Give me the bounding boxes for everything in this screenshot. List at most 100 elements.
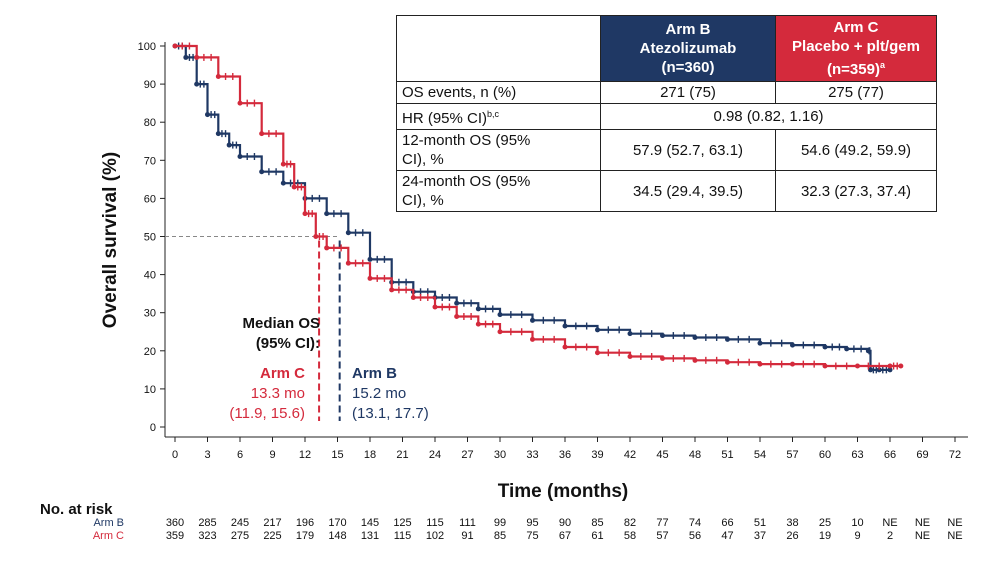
risk-value: 2 [887, 530, 893, 542]
point-arm-b [324, 211, 330, 217]
x-tick-label: 30 [494, 449, 506, 461]
point-arm-c [887, 363, 893, 369]
x-tick-label: 45 [656, 449, 668, 461]
point-arm-c [432, 304, 438, 310]
point-arm-c [855, 363, 860, 369]
risk-value: NE [915, 530, 930, 542]
summary-table: Arm B Atezolizumab (n=360) Arm C Placebo… [396, 15, 937, 212]
risk-row-label: Arm B [93, 517, 124, 529]
risk-value: 360 [166, 517, 184, 529]
risk-value: NE [915, 517, 930, 529]
x-tick-label: 9 [269, 449, 275, 461]
risk-value: 57 [656, 530, 668, 542]
risk-value: 125 [393, 517, 411, 529]
median-os-annotation: Median OS (95% CI): [190, 314, 320, 354]
hr-label: HR (95% CI)b,c [396, 103, 601, 130]
x-tick-label: 54 [754, 449, 766, 461]
point-arm-b [868, 367, 873, 373]
y-tick-label: 90 [144, 79, 156, 91]
median-heading-1: Median OS [242, 315, 320, 332]
y-tick-label: 10 [144, 384, 156, 396]
risk-value: 58 [624, 530, 636, 542]
point-arm-b [475, 306, 481, 312]
risk-value: 10 [851, 517, 863, 529]
risk-row-label: Arm C [93, 530, 124, 542]
risk-value: 131 [361, 530, 379, 542]
point-arm-b [725, 336, 730, 342]
point-arm-b [692, 334, 698, 340]
y-tick-label: 0 [150, 422, 156, 434]
risk-value: 111 [459, 517, 476, 529]
point-arm-c [410, 294, 416, 300]
x-tick-label: 69 [916, 449, 928, 461]
median-arm-c: Arm C 13.3 mo (11.9, 15.6) [190, 364, 305, 424]
x-tick-label: 60 [819, 449, 831, 461]
arm-c-header: Arm C Placebo + plt/gem (n=359)a [775, 15, 937, 82]
point-arm-c [898, 363, 904, 369]
y-tick-label: 80 [144, 117, 156, 129]
arm-b-header-line-1: Arm B [665, 21, 711, 38]
os24-arm-b: 34.5 (29.4, 39.5) [600, 170, 776, 212]
x-tick-label: 42 [624, 449, 636, 461]
point-arm-c [725, 359, 730, 365]
risk-value: 90 [559, 517, 571, 529]
risk-value: 217 [263, 517, 281, 529]
risk-value: 66 [721, 517, 733, 529]
summary-row-os-events: OS events, n (%) 271 (75) 275 (77) [396, 81, 937, 104]
risk-value: 196 [296, 517, 314, 529]
point-arm-b [454, 300, 460, 306]
point-arm-b [790, 342, 795, 348]
risk-value: 47 [721, 530, 733, 542]
os12-label-line-1: 12-month OS (95% [402, 132, 531, 149]
risk-value: 85 [591, 517, 603, 529]
risk-value: 179 [296, 530, 314, 542]
median-arm-b: Arm B 15.2 mo (13.1, 17.7) [352, 364, 462, 424]
point-arm-b [530, 317, 535, 323]
risk-value: 26 [786, 530, 798, 542]
os12-label-line-2: CI), % [402, 151, 444, 168]
arm-c-header-line-3: (n=359) [827, 61, 880, 78]
x-tick-label: 63 [851, 449, 863, 461]
x-tick-label: 39 [591, 449, 603, 461]
hr-value: 0.98 (0.82, 1.16) [600, 103, 937, 130]
risk-value: NE [947, 517, 962, 529]
median-arm-b-ci: (13.1, 17.7) [352, 405, 429, 422]
point-arm-b [205, 112, 210, 118]
os-events-arm-b: 271 (75) [600, 81, 776, 104]
point-arm-c [660, 355, 665, 361]
point-arm-c [172, 43, 178, 49]
point-arm-b [757, 340, 763, 346]
point-arm-c [215, 73, 221, 79]
point-arm-c [302, 211, 308, 217]
point-arm-c [194, 54, 200, 60]
hr-footnote-mark: b,c [487, 109, 500, 119]
x-tick-label: 21 [396, 449, 408, 461]
x-tick-label: 3 [204, 449, 210, 461]
x-tick-label: 36 [559, 449, 571, 461]
point-arm-b [822, 344, 828, 350]
point-arm-c [237, 100, 243, 106]
median-arm-b-value: 15.2 mo [352, 385, 407, 402]
median-arm-c-value: 13.3 mo [250, 385, 305, 402]
risk-value: 323 [198, 530, 216, 542]
point-arm-b [660, 333, 665, 339]
point-arm-c [291, 184, 297, 190]
risk-value: 148 [328, 530, 346, 542]
x-tick-label: 12 [299, 449, 311, 461]
risk-value: 75 [526, 530, 538, 542]
point-arm-b [562, 323, 568, 329]
point-arm-b [237, 153, 243, 159]
risk-value: 82 [624, 517, 636, 529]
point-arm-b [367, 256, 373, 262]
point-arm-c [324, 245, 330, 251]
x-tick-label: 66 [884, 449, 896, 461]
arm-c-header-line-1: Arm C [833, 19, 879, 36]
point-arm-b [280, 180, 286, 186]
point-arm-c [280, 161, 286, 167]
point-arm-c [497, 329, 503, 335]
point-arm-c [367, 275, 373, 281]
point-arm-b [876, 367, 882, 373]
risk-value: 225 [263, 530, 281, 542]
